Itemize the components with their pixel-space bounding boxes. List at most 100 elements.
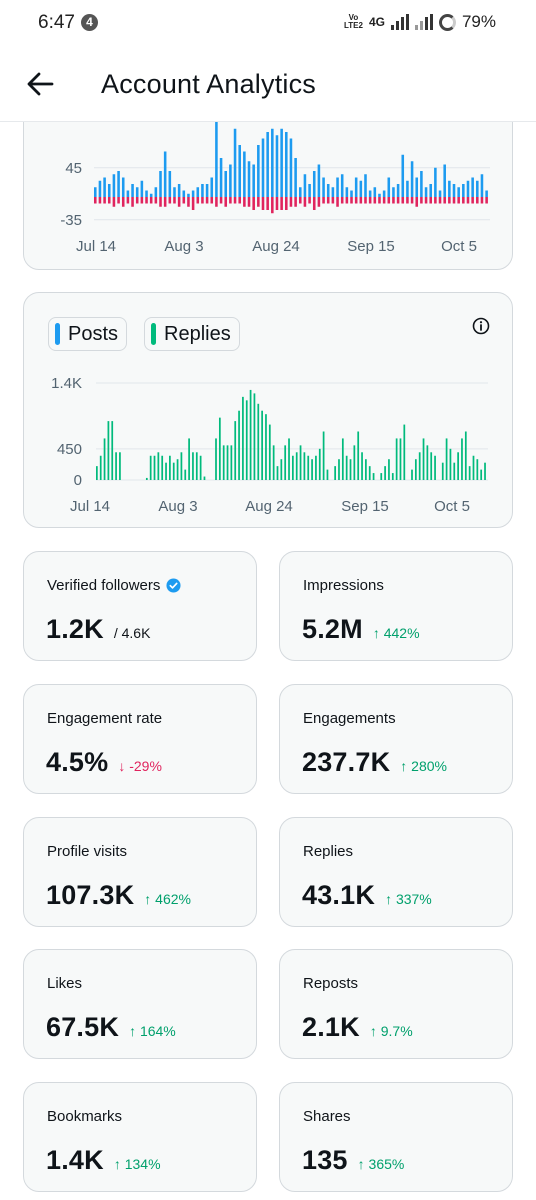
legend-replies[interactable]: Replies [144,317,240,351]
bar-positive [382,190,386,197]
bar-replies [461,438,463,480]
stat-value-row: 2.1K ↑ 9.7% [302,1012,413,1043]
stat-label: Bookmarks [47,1108,122,1125]
bar-negative [340,197,344,204]
bar-replies [253,393,256,480]
bar-negative [163,197,167,207]
bar-replies [119,452,121,480]
bar-replies [361,452,363,480]
stat-label-text: Profile visits [47,843,128,860]
bar-positive [424,187,428,197]
bar-replies [372,473,375,480]
legend-posts[interactable]: Posts [48,317,128,351]
bar-positive [466,180,470,197]
stat-card-reposts[interactable]: Reposts 2.1K ↑ 9.7% [279,949,513,1059]
bar-negative [266,197,269,210]
bar-positive [359,180,363,197]
bar-positive [326,184,330,197]
stat-value-row: 43.1K ↑ 337% [302,880,432,911]
bar-replies [353,445,356,480]
bar-negative [205,197,209,204]
bar-replies [303,452,306,480]
bar-negative [443,197,446,204]
bar-replies [265,414,267,480]
bar-positive [364,174,367,197]
stat-card-engagements[interactable]: Engagements 237.7K ↑ 280% [279,684,513,794]
bar-negative [219,197,223,204]
bar-negative [285,197,288,210]
bar-replies [180,452,183,480]
bar-negative [187,197,190,207]
stat-card-verified-followers[interactable]: Verified followers 1.2K / 4.6K [23,551,257,661]
bar-positive [243,151,246,197]
bar-replies [399,438,402,480]
bar-replies [334,466,337,480]
bar-replies [188,438,190,480]
bar-negative [462,197,465,204]
stat-card-likes[interactable]: Likes 67.5K ↑ 164% [23,949,257,1059]
network-type: 4G [368,15,385,29]
bar-positive [331,187,335,197]
bar-negative [424,197,428,204]
legend-replies-label: Replies [164,322,231,345]
stat-value: 67.5K [46,1012,120,1042]
stat-label: Shares [303,1108,351,1125]
bar-negative [308,197,311,204]
stat-label-text: Impressions [303,577,384,594]
x-tick-label: Aug 3 [164,238,203,255]
bar-replies [284,445,287,480]
stat-card-replies[interactable]: Replies 43.1K ↑ 337% [279,817,513,927]
bar-positive [373,187,377,197]
bar-positive [94,187,97,197]
stat-change: ↑ 365% [357,1156,405,1172]
bar-negative [196,197,200,204]
bar-replies [315,455,317,480]
bar-negative [257,197,260,207]
stat-card-shares[interactable]: Shares 135 ↑ 365% [279,1082,513,1192]
bar-negative [140,197,144,204]
stat-card-engagement-rate[interactable]: Engagement rate 4.5% ↓ -29% [23,684,257,794]
stat-total: / 4.6K [113,625,151,641]
stat-value: 1.2K [46,614,104,644]
stat-card-impressions[interactable]: Impressions 5.2M ↑ 442% [279,551,513,661]
bar-replies [445,438,448,480]
y-tick-label: 1.4K [51,375,82,392]
bar-positive [121,177,125,197]
bar-negative [485,197,488,204]
bar-replies [203,476,206,480]
bar-positive [229,164,232,197]
bar-negative [359,197,363,204]
bar-positive [471,177,474,197]
bar-positive [131,184,134,197]
bar-negative [434,197,437,204]
bar-replies [153,455,156,480]
status-bar: 6:47 4 Vo LTE2 4G 79% [0,0,536,44]
bar-negative [373,197,377,204]
bar-negative [126,197,130,204]
bar-negative [154,197,158,204]
bar-replies [222,445,225,480]
bar-replies [165,462,167,480]
bar-negative [364,197,367,204]
bar-negative [368,197,372,204]
y-tick-label: -35 [60,212,82,229]
stat-label: Engagements [303,710,396,727]
info-icon[interactable] [472,317,490,335]
bar-negative [382,197,386,204]
bar-negative [429,197,432,204]
bar-replies [234,421,237,480]
stat-card-bookmarks[interactable]: Bookmarks 1.4K ↑ 134% [23,1082,257,1192]
bar-negative [177,197,181,207]
bar-replies [215,438,217,480]
bar-negative [471,197,474,204]
stat-card-profile-visits[interactable]: Profile visits 107.3K ↑ 462% [23,817,257,927]
arrow-left-icon[interactable] [20,64,60,104]
stat-value-row: 107.3K ↑ 462% [46,880,191,911]
bar-replies [472,455,475,480]
bar-replies [457,452,459,480]
bar-positive [215,119,218,197]
bar-replies [195,452,198,480]
bar-replies [418,452,421,480]
stat-value: 135 [302,1145,348,1175]
legend-posts-label: Posts [68,322,119,345]
